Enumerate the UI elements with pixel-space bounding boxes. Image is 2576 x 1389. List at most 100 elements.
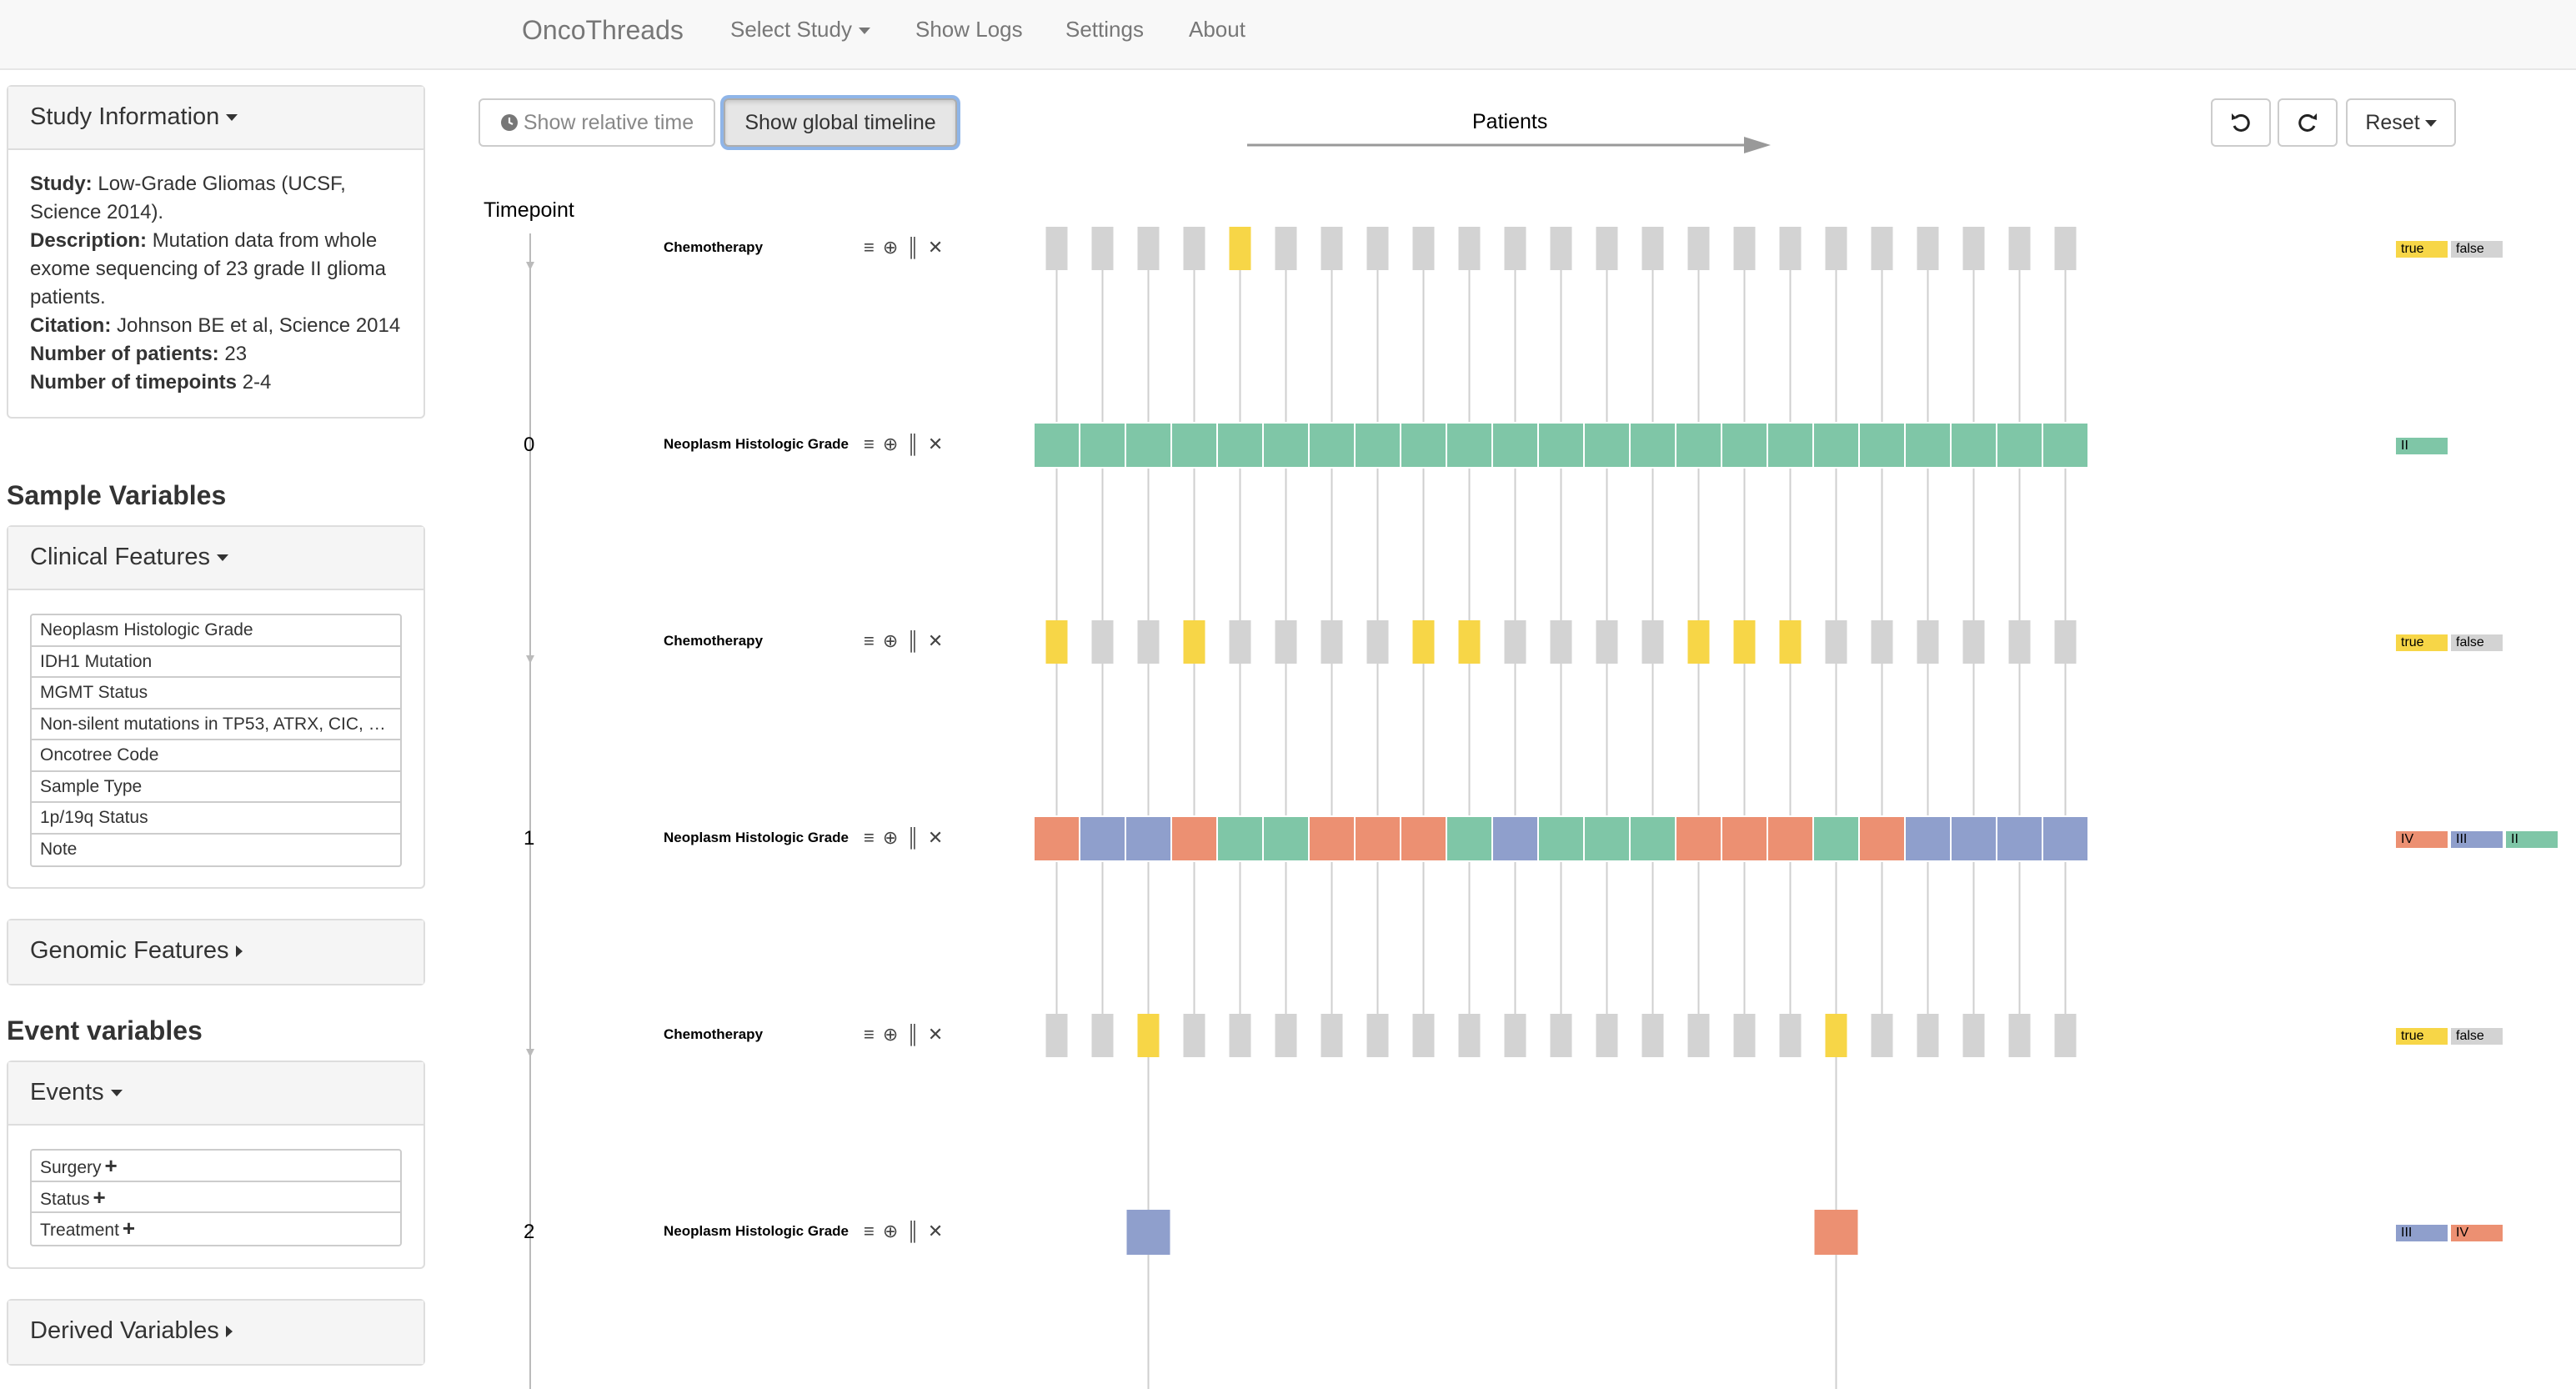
event-cell[interactable] [1962,1014,1985,1057]
redo-button[interactable] [2278,98,2338,147]
sample-cell[interactable] [1033,815,1080,862]
event-cell[interactable] [1962,620,1985,664]
sample-cell[interactable] [1675,815,1722,862]
sample-cell[interactable] [1262,422,1310,469]
unsort-icon[interactable]: ║ [906,237,921,258]
event-cell[interactable] [1504,227,1526,270]
sample-cell[interactable] [1079,422,1126,469]
sort-icon[interactable]: ≡ [864,237,876,258]
event-cell[interactable] [1366,620,1389,664]
group-icon[interactable]: ⊕ [882,434,900,454]
event-cell[interactable] [2054,620,2077,664]
sample-cell[interactable] [1950,815,1997,862]
nav-settings[interactable]: Settings [1065,17,1144,42]
sample-cell[interactable] [1308,422,1356,469]
sample-cell[interactable] [1216,815,1264,862]
sample-cell[interactable] [1400,422,1447,469]
show-global-timeline-button[interactable]: Show global timeline [724,98,957,147]
sample-cell[interactable] [1125,422,1172,469]
event-cell[interactable] [1412,620,1435,664]
clinical-variable-item[interactable]: Non-silent mutations in TP53, ATRX, CIC,… [32,710,400,740]
sort-icon[interactable]: ≡ [864,827,876,848]
close-icon[interactable]: ✕ [927,827,945,848]
sample-cell[interactable] [1904,815,1952,862]
row-label[interactable]: Chemotherapy [664,239,764,255]
clinical-features-heading[interactable]: Clinical Features [8,527,423,590]
event-cell[interactable] [1412,1014,1435,1057]
reset-button[interactable]: Reset [2346,98,2456,147]
legend-item[interactable]: III [2396,1225,2448,1241]
event-cell[interactable] [1137,227,1160,270]
event-cell[interactable] [1733,1014,1756,1057]
row-label[interactable]: Chemotherapy [664,633,764,649]
sample-cell[interactable] [2042,815,2089,862]
legend-item[interactable]: true [2396,1028,2448,1045]
event-cell[interactable] [2054,1014,2077,1057]
legend-item[interactable]: II [2506,831,2558,848]
legend-item[interactable]: true [2396,241,2448,258]
event-cell[interactable] [1366,227,1389,270]
sample-cell[interactable] [1904,422,1952,469]
group-icon[interactable]: ⊕ [882,630,900,651]
sample-cell[interactable] [1491,422,1539,469]
undo-button[interactable] [2211,98,2271,147]
sample-cell[interactable] [1996,422,2043,469]
sample-cell[interactable] [1537,422,1585,469]
legend-item[interactable]: false [2451,634,2503,651]
event-cell[interactable] [1229,620,1251,664]
event-cell[interactable] [1917,620,1939,664]
sample-cell[interactable] [2042,422,2089,469]
event-cell[interactable] [1917,1014,1939,1057]
sort-icon[interactable]: ≡ [864,1221,876,1241]
legend-item[interactable]: false [2451,1028,2503,1045]
close-icon[interactable]: ✕ [927,630,945,651]
event-cell[interactable] [1641,1014,1664,1057]
sample-cell[interactable] [1446,815,1493,862]
legend-item[interactable]: true [2396,634,2448,651]
nav-show-logs[interactable]: Show Logs [915,17,1023,42]
event-cell[interactable] [1550,1014,1572,1057]
event-cell[interactable] [1550,227,1572,270]
event-cell[interactable] [1183,1014,1205,1057]
legend-item[interactable]: false [2451,241,2503,258]
sort-icon[interactable]: ≡ [864,434,876,454]
sample-cell[interactable] [1491,815,1539,862]
event-cell[interactable] [1091,620,1114,664]
row-label[interactable]: Neoplasm Histologic Grade [664,436,849,452]
clinical-variable-item[interactable]: 1p/19q Status [32,803,400,835]
event-cell[interactable] [1779,620,1802,664]
sample-cell[interactable] [1354,815,1401,862]
group-icon[interactable]: ⊕ [882,237,900,258]
sample-cell[interactable] [1216,422,1264,469]
event-cell[interactable] [1825,227,1847,270]
genomic-features-heading[interactable]: Genomic Features [8,920,423,984]
nav-select-study[interactable]: Select Study [730,17,870,43]
brand-logo[interactable]: OncoThreads [522,15,684,45]
event-cell[interactable] [1137,1014,1160,1057]
sample-cell[interactable] [1858,815,1906,862]
clinical-variable-item[interactable]: Sample Type [32,772,400,803]
sample-cell[interactable] [1812,815,1860,862]
event-cell[interactable] [1962,227,1985,270]
event-cell[interactable] [1871,620,1893,664]
event-cell[interactable] [1137,620,1160,664]
sample-cell[interactable] [1583,815,1631,862]
event-cell[interactable] [1917,227,1939,270]
event-cell[interactable] [1275,1014,1297,1057]
row-label[interactable]: Neoplasm Histologic Grade [664,1223,849,1239]
sample-cell[interactable] [1125,815,1172,862]
unsort-icon[interactable]: ║ [906,1221,921,1241]
sample-cell[interactable] [1537,815,1585,862]
event-cell[interactable] [1641,620,1664,664]
event-cell[interactable] [1045,1014,1068,1057]
sample-cell[interactable] [1400,815,1447,862]
event-cell[interactable] [1229,227,1251,270]
legend-item[interactable]: IV [2451,1225,2503,1241]
legend-item[interactable]: IV [2396,831,2448,848]
clinical-variable-item[interactable]: IDH1 Mutation [32,647,400,678]
derived-variables-heading[interactable]: Derived Variables [8,1301,423,1364]
close-icon[interactable]: ✕ [927,1024,945,1045]
event-cell[interactable] [1641,227,1664,270]
event-cell[interactable] [1779,1014,1802,1057]
event-cell[interactable] [1183,620,1205,664]
